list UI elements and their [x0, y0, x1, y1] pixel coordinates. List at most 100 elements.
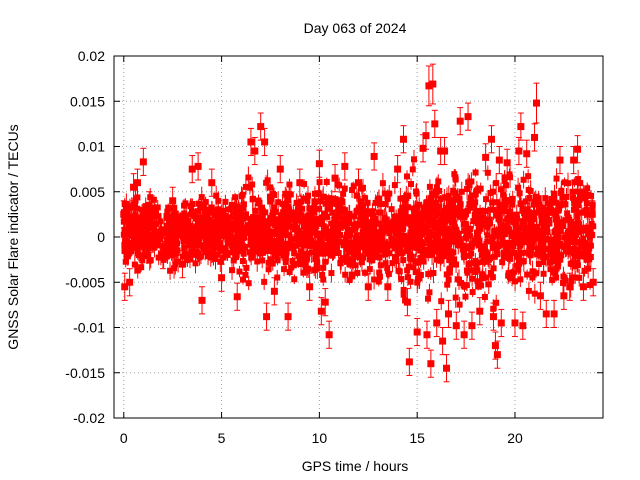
data-point — [437, 147, 445, 155]
dense-marker — [150, 241, 157, 248]
dense-marker — [213, 251, 220, 258]
dense-marker — [506, 214, 513, 221]
dense-marker — [545, 236, 552, 243]
dense-marker — [382, 201, 389, 208]
dense-marker — [290, 213, 297, 220]
dense-marker — [436, 241, 443, 248]
dense-marker — [280, 213, 287, 220]
dense-marker — [138, 264, 145, 271]
data-point — [511, 319, 519, 327]
dense-marker — [514, 232, 521, 239]
dense-marker — [125, 241, 132, 248]
data-point — [331, 174, 339, 182]
dense-marker — [441, 249, 448, 256]
dense-marker — [555, 242, 562, 249]
dense-marker — [544, 200, 551, 207]
dense-marker — [346, 220, 353, 227]
data-point — [126, 278, 134, 286]
dense-marker — [485, 281, 492, 288]
dense-marker — [232, 194, 239, 201]
dense-marker — [194, 239, 201, 246]
dense-marker — [538, 243, 545, 250]
dense-marker — [415, 259, 422, 266]
dense-marker — [183, 214, 190, 221]
dense-marker — [585, 191, 592, 198]
dense-marker — [298, 217, 305, 224]
dense-marker — [496, 204, 503, 211]
dense-marker — [433, 212, 440, 219]
y-axis-label: GNSS Solar Flare indicator / TECUs — [5, 124, 21, 349]
dense-marker — [407, 278, 414, 285]
dense-marker — [347, 231, 354, 238]
dense-marker — [565, 248, 572, 255]
dense-marker — [163, 213, 170, 220]
dense-marker — [489, 241, 496, 248]
dense-marker — [189, 200, 196, 207]
dense-marker — [417, 271, 424, 278]
dense-marker — [443, 205, 450, 212]
dense-marker — [569, 194, 576, 201]
dense-marker — [366, 266, 373, 273]
dense-marker — [296, 241, 303, 248]
dense-marker — [443, 271, 450, 278]
data-point — [589, 278, 597, 286]
dense-marker — [167, 245, 174, 252]
dense-marker — [274, 226, 281, 233]
dense-marker — [311, 267, 318, 274]
dense-marker — [312, 256, 319, 263]
dense-marker — [447, 227, 454, 234]
data-point — [306, 283, 314, 291]
dense-marker — [242, 271, 249, 278]
dense-marker — [372, 199, 379, 206]
dense-marker — [373, 229, 380, 236]
data-point — [588, 210, 596, 218]
dense-marker — [265, 259, 272, 266]
y-tick-label: 0.01 — [78, 139, 105, 155]
dense-marker — [463, 282, 470, 289]
dense-marker — [527, 219, 534, 226]
dense-marker — [201, 245, 208, 252]
dense-marker — [311, 199, 318, 206]
dense-marker — [454, 211, 461, 218]
dense-marker — [436, 187, 443, 194]
dense-marker — [368, 250, 375, 257]
dense-marker — [127, 248, 134, 255]
dense-marker — [452, 238, 459, 245]
dense-marker — [329, 252, 336, 259]
dense-marker — [229, 245, 236, 252]
dense-marker — [406, 220, 413, 227]
dense-marker — [371, 253, 378, 260]
dense-marker — [543, 223, 550, 230]
dense-marker — [329, 209, 336, 216]
dense-marker — [404, 173, 411, 180]
dense-marker — [452, 176, 459, 183]
dense-marker — [472, 199, 479, 206]
dense-marker — [183, 251, 190, 258]
dense-marker — [198, 194, 205, 201]
dense-marker — [325, 198, 332, 205]
data-point — [370, 152, 378, 160]
dense-marker — [563, 193, 570, 200]
dense-marker — [361, 194, 368, 201]
dense-marker — [348, 239, 355, 246]
dense-marker — [507, 208, 514, 215]
dense-marker — [542, 195, 549, 202]
dense-marker — [534, 245, 541, 252]
dense-marker — [496, 208, 503, 215]
dense-marker — [154, 204, 161, 211]
dense-marker — [515, 184, 522, 191]
dense-marker — [588, 220, 595, 227]
dense-marker — [535, 230, 542, 237]
dense-marker — [318, 221, 325, 228]
dense-marker — [353, 246, 360, 253]
dense-marker — [524, 271, 531, 278]
dense-marker — [138, 233, 145, 240]
dense-marker — [376, 269, 383, 276]
dense-marker — [259, 215, 266, 222]
dense-marker — [412, 269, 419, 276]
dense-marker — [475, 242, 482, 249]
dense-marker — [532, 231, 539, 238]
dense-marker — [272, 216, 279, 223]
dense-marker — [144, 226, 151, 233]
dense-marker — [479, 275, 486, 282]
